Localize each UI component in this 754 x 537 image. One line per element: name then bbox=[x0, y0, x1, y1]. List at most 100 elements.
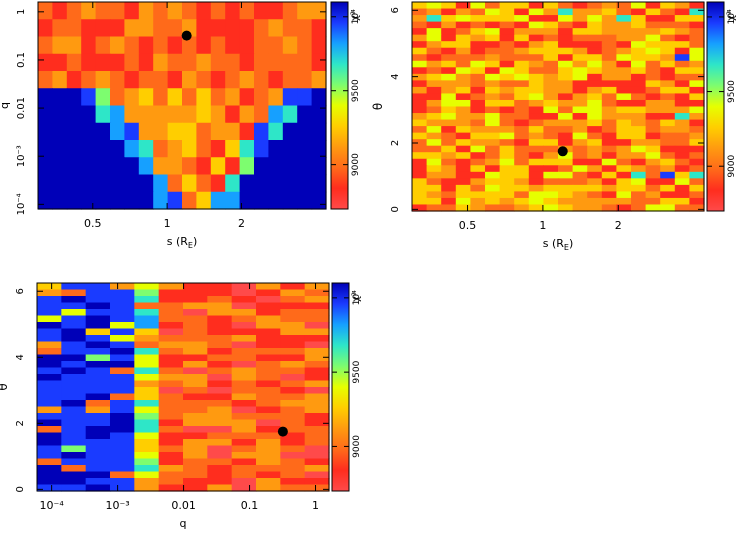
heatmap-cell bbox=[660, 28, 676, 36]
heatmap-cell bbox=[455, 21, 471, 29]
heatmap-cell bbox=[66, 2, 82, 20]
heatmap-cell bbox=[38, 191, 53, 210]
heatmap-cell bbox=[514, 67, 530, 75]
heatmap-cell bbox=[280, 374, 306, 382]
heatmap-cell bbox=[210, 191, 226, 210]
heatmap-cell bbox=[231, 302, 257, 310]
heatmap-cell bbox=[485, 106, 501, 114]
heatmap-cell bbox=[426, 152, 442, 160]
heatmap-cell bbox=[182, 36, 197, 55]
heatmap-cell bbox=[282, 53, 298, 72]
heatmap-cell bbox=[81, 122, 97, 141]
heatmap-cell bbox=[528, 139, 544, 147]
heatmap-cell bbox=[645, 165, 661, 173]
heatmap-cell bbox=[616, 15, 632, 23]
heatmap-cell bbox=[674, 191, 690, 199]
heatmap-cell bbox=[631, 15, 647, 23]
heatmap-cell bbox=[528, 41, 544, 49]
heatmap-cell bbox=[441, 21, 457, 29]
x-tick-label: 1 bbox=[164, 217, 171, 230]
heatmap-cell bbox=[412, 54, 428, 62]
heatmap-cell bbox=[182, 174, 197, 193]
heatmap-cell bbox=[225, 140, 241, 158]
heatmap-cell bbox=[153, 191, 169, 210]
heatmap-cell bbox=[110, 174, 125, 193]
heatmap-cell bbox=[183, 315, 208, 323]
y-tick-label: 6 bbox=[15, 288, 26, 294]
heatmap-cell bbox=[282, 122, 298, 141]
heatmap-cell bbox=[616, 93, 632, 101]
heatmap-cell bbox=[61, 400, 87, 408]
heatmap-cell bbox=[558, 2, 574, 10]
heatmap-cell bbox=[304, 328, 330, 336]
heatmap-cell bbox=[645, 41, 661, 49]
heatmap-cell bbox=[572, 41, 588, 49]
heatmap-cell bbox=[601, 165, 617, 173]
heatmap-cell bbox=[207, 393, 233, 401]
heatmap-cell bbox=[37, 413, 62, 421]
heatmap-cell bbox=[543, 21, 559, 29]
heatmap-cell bbox=[110, 452, 135, 460]
heatmap-cell bbox=[110, 88, 125, 107]
heatmap-cell bbox=[572, 197, 588, 206]
heatmap-cell bbox=[311, 53, 327, 72]
heatmap-cell bbox=[689, 126, 705, 134]
heatmap-cell bbox=[485, 184, 501, 193]
heatmap-cell bbox=[674, 171, 690, 179]
heatmap-cell bbox=[110, 471, 135, 479]
heatmap-cell bbox=[280, 432, 306, 440]
heatmap-cell bbox=[110, 71, 125, 89]
heatmap-cell bbox=[426, 158, 442, 166]
heatmap-cell bbox=[61, 315, 87, 323]
heatmap-cell bbox=[558, 80, 574, 88]
heatmap-cell bbox=[528, 67, 544, 75]
heatmap-cell bbox=[645, 80, 661, 88]
heatmap-cell bbox=[470, 126, 486, 134]
heatmap-cell bbox=[689, 28, 705, 36]
heatmap-cell bbox=[297, 140, 313, 158]
heatmap-cell bbox=[543, 204, 559, 212]
heatmap-cell bbox=[528, 171, 544, 179]
heatmap-cell bbox=[256, 315, 281, 323]
heatmap-cell bbox=[616, 73, 632, 81]
heatmap-cell bbox=[183, 380, 208, 388]
heatmap-cell bbox=[256, 309, 281, 317]
heatmap-cell bbox=[499, 132, 515, 140]
heatmap-cell bbox=[37, 296, 62, 304]
heatmap-cell bbox=[134, 309, 160, 317]
heatmap-cell bbox=[110, 400, 135, 408]
heatmap-cell bbox=[110, 426, 135, 434]
heatmap-cell bbox=[37, 289, 62, 297]
heatmap-cell bbox=[601, 132, 617, 140]
heatmap-cell bbox=[134, 432, 160, 440]
heatmap-cell bbox=[660, 204, 676, 212]
heatmap-cell bbox=[499, 184, 515, 193]
heatmap-cell bbox=[674, 2, 690, 10]
heatmap-cell bbox=[514, 119, 530, 127]
heatmap-cell bbox=[207, 322, 233, 330]
heatmap-cell bbox=[528, 132, 544, 140]
heatmap-cell bbox=[601, 41, 617, 49]
heatmap-cell bbox=[183, 426, 208, 434]
heatmap-cell bbox=[514, 158, 530, 166]
heatmap-cell bbox=[81, 88, 97, 107]
heatmap-cell bbox=[645, 60, 661, 68]
heatmap-cell bbox=[231, 406, 257, 414]
heatmap-cell bbox=[426, 184, 442, 193]
heatmap-cell bbox=[645, 34, 661, 42]
y-tick-label: 0.01 bbox=[16, 97, 27, 119]
heatmap-cell bbox=[558, 15, 574, 23]
heatmap-cell bbox=[514, 73, 530, 81]
heatmap-cell bbox=[689, 184, 705, 193]
heatmap-cell bbox=[183, 432, 208, 440]
heatmap-cell bbox=[660, 80, 676, 88]
heatmap-cell bbox=[514, 113, 530, 121]
heatmap-cell bbox=[225, 88, 241, 107]
heatmap-cell bbox=[441, 204, 457, 212]
heatmap-cell bbox=[485, 28, 501, 36]
heatmap-cell bbox=[254, 122, 269, 141]
heatmap-cell bbox=[455, 191, 471, 199]
heatmap-cell bbox=[441, 99, 457, 108]
heatmap-cell bbox=[304, 315, 330, 323]
heatmap-cell bbox=[470, 152, 486, 160]
